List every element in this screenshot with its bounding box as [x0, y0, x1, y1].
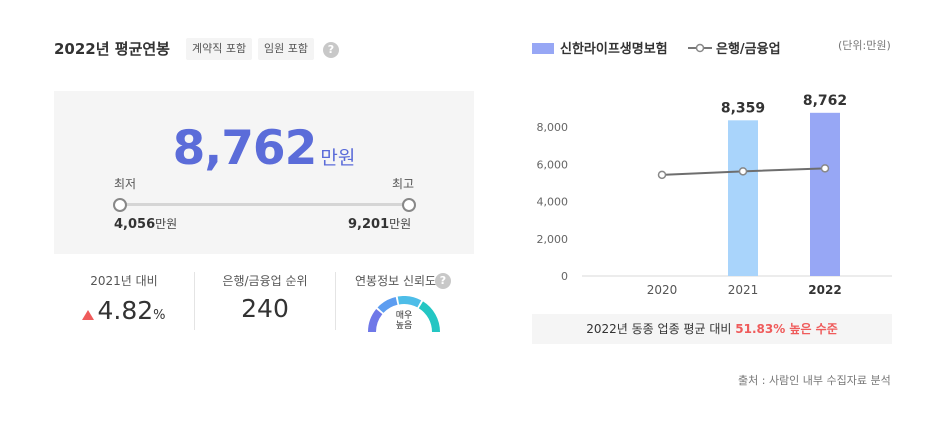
chart-unit-note: (단위:만원) [838, 39, 891, 52]
rank-value: 240 [241, 294, 289, 323]
legend-series2-label: 은행/금융업 [716, 42, 781, 57]
growth-label: 2021년 대비 [90, 274, 158, 288]
bar-data-label: 8,359 [721, 100, 765, 116]
min-salary-value: 4,056 [114, 217, 156, 232]
range-min-knob [113, 198, 127, 212]
growth-stat: 4.82% [54, 296, 194, 325]
gauge-icon [367, 296, 441, 333]
y-tick-label: 2,000 [537, 233, 569, 246]
stat-divider [335, 272, 336, 330]
legend-series1-label: 신한라이프생명보험 [560, 42, 668, 57]
bar [728, 120, 758, 276]
salary-chart: 0 2,000 4,000 6,000 8,000 8,359 8,762 2020 2021 2… [537, 93, 892, 297]
x-tick-label: 2022 [808, 283, 841, 297]
comparison-banner: 2022년 동종 업종 평균 대비 51.83% 높은 수준 [532, 314, 892, 344]
growth-unit: % [153, 308, 166, 323]
banner-text: 2022년 동종 업종 평균 대비 [586, 322, 732, 336]
max-label: 최고 [392, 177, 415, 191]
help-icon[interactable]: ? [435, 273, 451, 289]
average-salary-unit: 만원 [320, 147, 356, 169]
line-point [657, 170, 667, 180]
y-tick-label: 4,000 [537, 196, 569, 209]
growth-value: 4.82 [97, 296, 154, 325]
up-arrow-icon [82, 309, 95, 320]
range-max-knob [402, 198, 416, 212]
x-tick-label: 2020 [647, 283, 678, 297]
max-salary-value: 9,201 [348, 217, 390, 232]
y-tick-label: 6,000 [537, 158, 569, 171]
legend-series2: 은행/금융업 [688, 38, 781, 57]
x-tick-label: 2021 [728, 283, 759, 297]
gauge-text-line1: 매우 [395, 311, 413, 321]
gauge-text-line2: 높음 [395, 321, 413, 331]
line-point [738, 167, 748, 176]
line-point [820, 164, 830, 173]
legend-bar-swatch [532, 43, 554, 54]
reliability-label: 연봉정보 신뢰도 [355, 274, 437, 288]
stat-divider [194, 272, 195, 330]
min-label: 최저 [114, 177, 137, 191]
tag-contract: 계약직 포함 [186, 38, 253, 60]
max-salary: 9,201만원 [348, 215, 411, 232]
bar [810, 112, 840, 276]
banner-highlight: 51.83% 높은 수준 [735, 322, 838, 336]
reliability-gauge: 매우 높음 [367, 296, 441, 336]
average-salary-value: 8,762 [172, 121, 318, 176]
bar-data-label: 8,762 [803, 93, 847, 109]
gauge-text: 매우 높음 [368, 311, 440, 331]
rank-label: 은행/금융업 순위 [222, 274, 308, 288]
y-tick-label: 8,000 [537, 121, 569, 134]
max-salary-unit: 만원 [389, 217, 412, 231]
legend-series1: 신한라이프생명보험 [532, 38, 668, 57]
min-salary: 4,056만원 [114, 215, 177, 232]
help-icon[interactable]: ? [323, 42, 339, 58]
average-salary: 8,762 만원 [54, 121, 474, 176]
salary-range-track [120, 203, 406, 206]
source-note: 출처 : 사람인 내부 수집자료 분석 [738, 374, 891, 387]
tag-executive: 임원 포함 [258, 38, 314, 60]
min-salary-unit: 만원 [155, 217, 178, 231]
legend-line-swatch [688, 43, 712, 53]
salary-summary-card: 8,762 만원 최저 최고 4,056만원 9,201만원 [54, 91, 474, 254]
y-tick-label: 0 [561, 270, 568, 283]
page-title: 2022년 평균연봉 [54, 40, 170, 58]
